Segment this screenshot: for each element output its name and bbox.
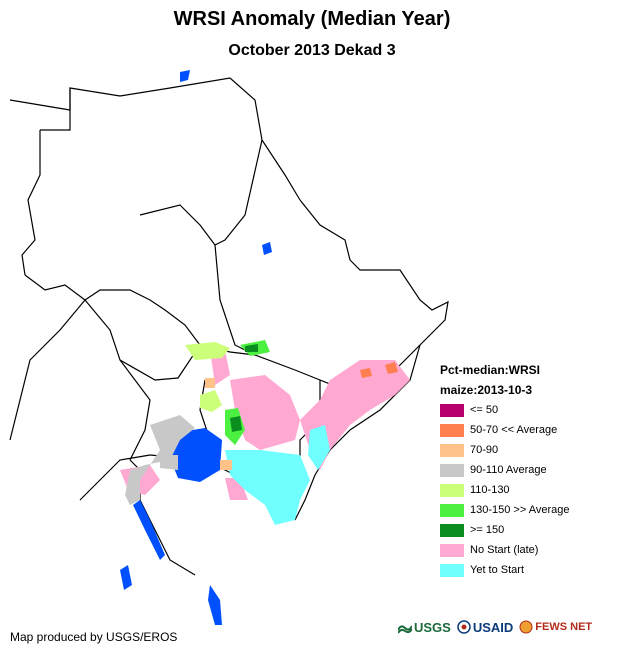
usgs-wave-icon — [398, 625, 412, 634]
legend-label: Yet to Start — [470, 564, 525, 576]
wrsi-regions — [120, 340, 410, 525]
legend-swatch — [440, 503, 464, 517]
legend-swatch — [440, 483, 464, 497]
legend-label: 130-150 >> Average — [470, 504, 570, 516]
legend: Pct-median:WRSI maize:2013-10-3 <= 50 50… — [440, 360, 620, 580]
legend-item: No Start (late) — [440, 540, 620, 560]
legend-swatch — [440, 523, 464, 537]
legend-swatch — [440, 443, 464, 457]
legend-item: 70-90 — [440, 440, 620, 460]
map-title: WRSI Anomaly (Median Year) — [173, 8, 451, 30]
legend-label: >= 150 — [470, 524, 505, 536]
usaid-logo: USAID — [457, 620, 513, 635]
legend-item: >= 150 — [440, 520, 620, 540]
map-credit: Map produced by USGS/EROS — [10, 630, 178, 644]
usgs-logo-text: USGS — [414, 619, 451, 635]
legend-label: 110-130 — [470, 484, 510, 496]
legend-label: 90-110 Average — [470, 464, 547, 476]
legend-swatch — [440, 543, 464, 557]
legend-item: 110-130 — [440, 480, 620, 500]
legend-subheading: maize:2013-10-3 — [440, 383, 533, 397]
fews-net-logo: FEWS NET — [519, 620, 592, 634]
legend-label: <= 50 — [470, 404, 499, 416]
legend-item: Yet to Start — [440, 560, 620, 580]
logo-bar: USGS USAID FEWS NET — [398, 612, 620, 642]
map-subtitle: October 2013 Dekad 3 — [228, 42, 396, 59]
legend-heading: Pct-median:WRSI — [440, 363, 541, 377]
fews-globe-icon — [519, 620, 533, 634]
usgs-logo: USGS — [398, 620, 451, 635]
legend-item: 130-150 >> Average — [440, 500, 620, 520]
usaid-logo-text: USAID — [472, 619, 514, 635]
legend-item: <= 50 — [440, 400, 620, 420]
fews-logo-text: FEWS NET — [535, 621, 593, 633]
usaid-seal-icon — [457, 620, 471, 634]
country-borders — [9, 77, 449, 576]
legend-item: 90-110 Average — [440, 460, 620, 480]
legend-swatch — [440, 403, 464, 417]
legend-item: 50-70 << Average — [440, 420, 620, 440]
legend-label: 70-90 — [470, 444, 499, 456]
legend-swatch — [440, 563, 464, 577]
legend-swatch — [440, 423, 464, 437]
legend-label: 50-70 << Average — [470, 424, 558, 436]
legend-swatch — [440, 463, 464, 477]
map-area — [9, 70, 449, 625]
legend-label: No Start (late) — [470, 544, 539, 556]
